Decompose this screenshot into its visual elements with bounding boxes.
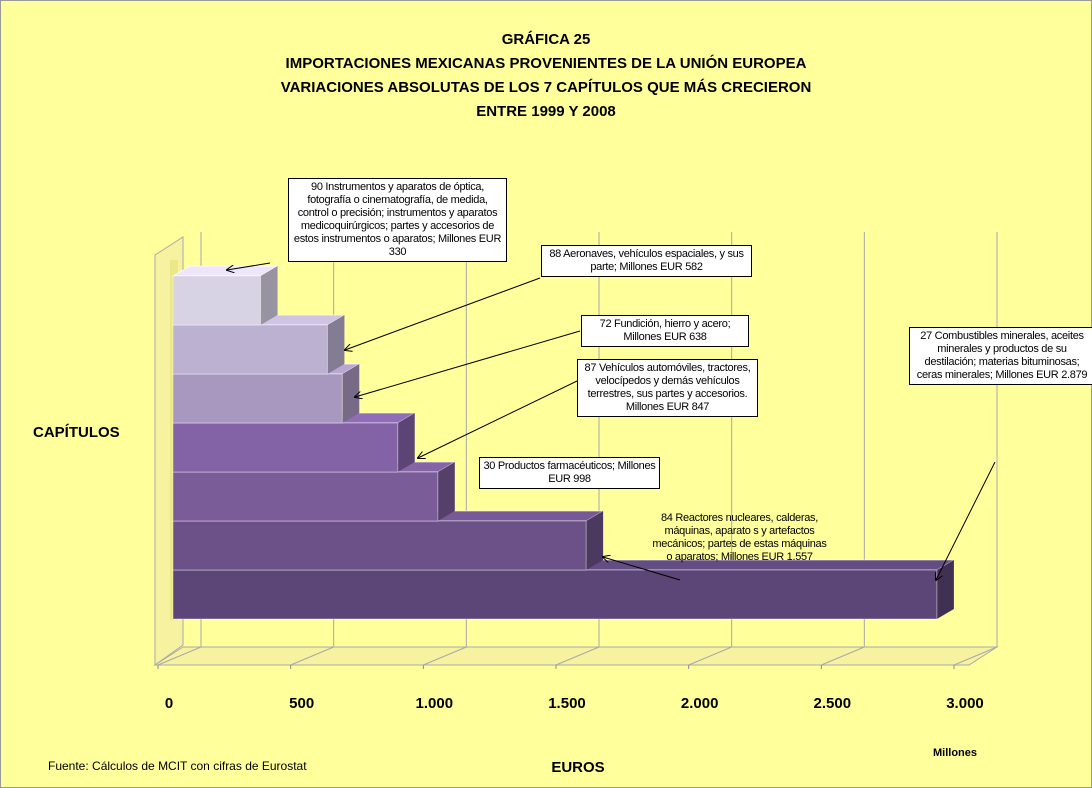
floor <box>153 646 999 666</box>
callout-arrow <box>936 461 996 580</box>
bar-top <box>171 265 280 277</box>
y-axis-label: CAPÍTULOS <box>33 424 120 441</box>
grid-line <box>953 646 998 666</box>
grid-line <box>290 646 334 666</box>
data-label: 30 Productos farmacéuticos; Millones EUR… <box>479 457 660 489</box>
grid-line <box>688 646 732 666</box>
bar-side <box>327 315 345 374</box>
x-tick-label: 1.500 <box>548 695 586 712</box>
x-tick-label: 2.500 <box>814 695 852 712</box>
bar-side <box>342 364 360 423</box>
data-label: 27 Combustibles minerales, aceites miner… <box>909 327 1092 385</box>
title: IMPORTACIONES MEXICANAS PROVENIENTES DE … <box>286 54 807 72</box>
data-label: 72 Fundición, hierro y acero; Millones E… <box>581 315 749 347</box>
title: GRÁFICA 25 <box>502 31 591 48</box>
bar <box>172 422 399 473</box>
bar <box>172 373 343 424</box>
data-label: 88 Aeronaves, vehículos espaciales, y su… <box>541 245 752 277</box>
bar-side <box>260 266 278 325</box>
callout-arrow <box>418 380 578 458</box>
grid-line <box>157 646 202 666</box>
bar-side <box>936 560 954 619</box>
x-axis-label: EUROS <box>551 759 604 776</box>
x-tick-label: 3.000 <box>946 695 984 712</box>
source: Fuente: Cálculos de MCIT con cifras de E… <box>48 759 307 773</box>
data-label: 87 Vehículos automóviles, tractores, vel… <box>577 359 758 417</box>
bar-side <box>586 511 604 570</box>
bar <box>172 324 328 375</box>
bar <box>172 275 262 326</box>
x-tick-label: 1.000 <box>416 695 454 712</box>
x-tick-label: 0 <box>165 695 173 712</box>
grid-line <box>821 646 865 666</box>
callout-arrow <box>345 277 541 350</box>
callout-arrow <box>227 262 271 270</box>
callout-arrow <box>355 330 581 397</box>
grid-line <box>555 646 600 666</box>
bar-side <box>397 413 415 472</box>
bar <box>172 520 587 571</box>
data-label: 90 Instrumentos y aparatos de óptica, fo… <box>288 178 507 262</box>
title: VARIACIONES ABSOLUTAS DE LOS 7 CAPÍTULOS… <box>281 79 812 96</box>
x-tick-label: 2.000 <box>681 695 719 712</box>
title: ENTRE 1999 Y 2008 <box>476 103 616 120</box>
data-label: 84 Reactores nucleares, calderas, máquin… <box>652 512 827 563</box>
bar <box>172 569 938 620</box>
x-tick-label: 500 <box>289 695 314 712</box>
callout-arrow <box>603 557 681 581</box>
grid-line <box>423 646 467 666</box>
bar-side <box>437 462 455 521</box>
x-unit: Millones <box>933 747 977 759</box>
bar <box>172 471 439 522</box>
